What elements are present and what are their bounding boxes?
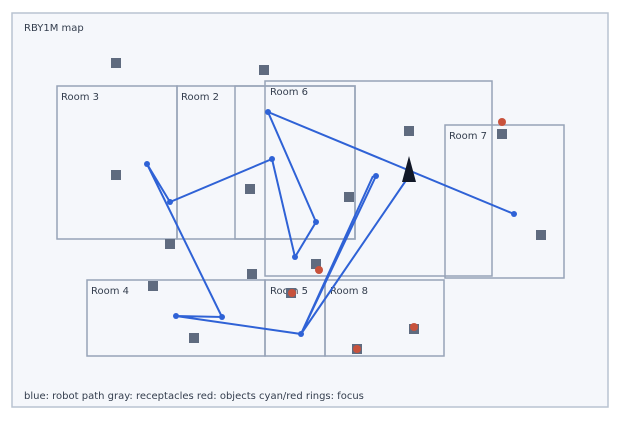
robot [402,156,416,182]
robot-path [144,109,517,337]
room [264,80,493,277]
receptacle [404,126,414,136]
receptacle [165,239,175,249]
path-point [373,173,379,179]
object [353,345,361,353]
receptacle [148,281,158,291]
room-label: Room 7 [449,131,487,142]
receptacle [111,58,121,68]
receptacle [189,333,199,343]
path-line [300,175,374,335]
room [234,85,356,240]
room-label: Room 6 [270,87,308,98]
path-point [173,313,179,319]
path-point [269,156,275,162]
receptacle [311,259,321,269]
map-title: RBY1M map [24,23,84,34]
receptacle [111,170,121,180]
receptacle [344,192,354,202]
path-point [298,331,304,337]
path-point [219,314,225,320]
path-point [265,109,271,115]
path-point [167,199,173,205]
object [410,323,418,331]
receptacle [245,184,255,194]
room [324,279,445,357]
receptacle [536,230,546,240]
room-label: Room 4 [91,286,129,297]
room-label: Room 8 [330,286,368,297]
path-point [144,161,150,167]
object [498,118,506,126]
path-point [313,219,319,225]
room-label: Room 3 [61,92,99,103]
path-point [511,211,517,217]
object [288,289,296,297]
receptacle [259,65,269,75]
objects [288,118,506,353]
legend: blue: robot path gray: receptacles red: … [24,391,364,402]
room-label: Room 2 [181,92,219,103]
object [315,266,323,274]
receptacle [247,269,257,279]
rooms: Room 3 Room 2 Room 6 Room 7 Room 4 Room … [56,80,565,357]
path-point [292,254,298,260]
receptacle [497,129,507,139]
